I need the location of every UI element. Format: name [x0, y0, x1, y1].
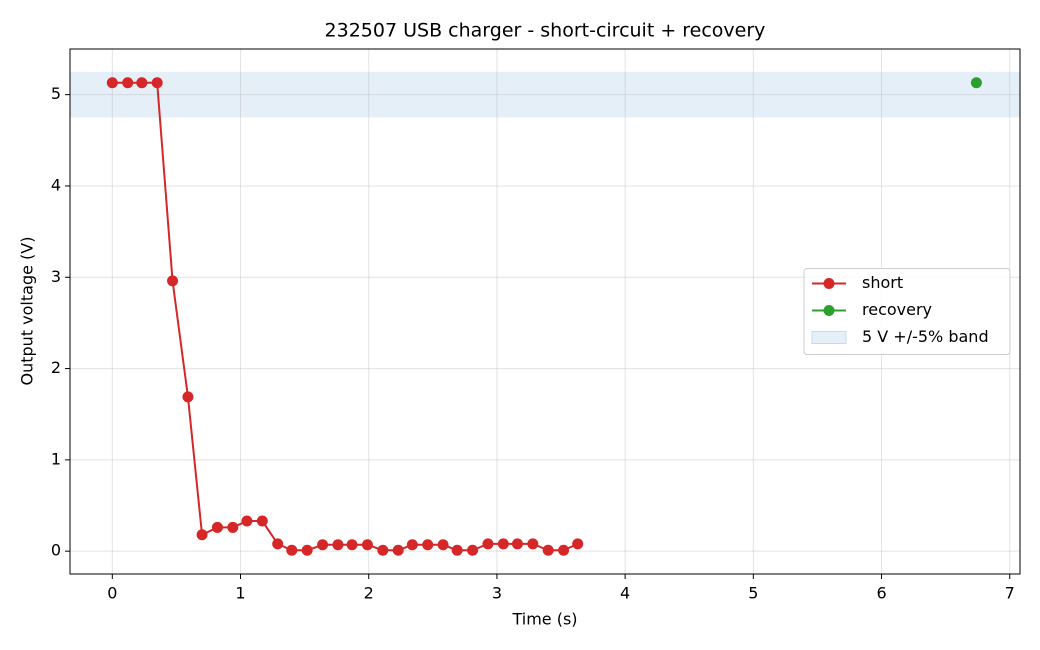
- data-point: [182, 391, 194, 403]
- legend-marker: [823, 278, 835, 289]
- data-point: [970, 77, 982, 89]
- data-point: [497, 538, 509, 550]
- data-point: [301, 544, 313, 556]
- data-point: [211, 521, 223, 533]
- data-point: [286, 544, 298, 556]
- y-tick-label: 4: [51, 175, 61, 194]
- data-point: [122, 77, 134, 89]
- data-point: [451, 544, 463, 556]
- legend-box: [803, 268, 1011, 355]
- data-point: [572, 538, 584, 550]
- legend-label: 5 V +/-5% band: [862, 327, 989, 346]
- data-point: [542, 544, 554, 556]
- data-point: [558, 544, 570, 556]
- plot-frame: [69, 48, 1021, 575]
- data-point: [227, 521, 239, 533]
- data-point: [422, 539, 434, 551]
- data-point: [136, 77, 148, 89]
- data-point: [511, 538, 523, 550]
- series-line: [112, 81, 579, 552]
- y-tick-label: 5: [51, 84, 61, 103]
- legend-swatch: [811, 331, 847, 344]
- x-tick-label: 3: [492, 584, 502, 603]
- data-point: [317, 539, 329, 551]
- data-point: [196, 529, 208, 541]
- x-axis-label: Time (s): [511, 610, 577, 629]
- data-point: [467, 544, 479, 556]
- y-axis-label: Output voltage (V): [18, 237, 37, 386]
- y-tick-label: 2: [51, 358, 61, 377]
- data-point: [527, 538, 539, 550]
- x-tick-label: 2: [364, 584, 374, 603]
- data-point: [241, 515, 253, 527]
- x-tick-label: 0: [107, 584, 117, 603]
- data-point: [332, 539, 344, 551]
- data-point: [256, 515, 268, 527]
- data-point: [406, 539, 418, 551]
- data-point: [167, 275, 179, 287]
- data-point: [106, 77, 118, 89]
- data-point: [392, 544, 404, 556]
- x-tick-label: 4: [620, 584, 630, 603]
- y-tick-label: 0: [51, 541, 61, 560]
- data-point: [377, 544, 389, 556]
- legend-marker: [823, 305, 835, 316]
- chart-title: 232507 USB charger - short-circuit + rec…: [325, 20, 766, 42]
- data-point: [346, 539, 358, 551]
- data-point: [361, 539, 373, 551]
- data-point: [151, 77, 163, 89]
- tolerance-band: [70, 71, 1020, 118]
- y-tick-label: 3: [51, 267, 61, 286]
- legend-label: short: [862, 273, 903, 292]
- data-point: [437, 539, 449, 551]
- legend-label: recovery: [862, 300, 932, 319]
- data-point: [272, 538, 284, 550]
- y-tick-label: 1: [51, 449, 61, 468]
- x-tick-label: 6: [876, 584, 886, 603]
- data-point: [482, 538, 494, 550]
- x-tick-label: 1: [235, 584, 245, 603]
- x-tick-label: 5: [748, 584, 758, 603]
- x-tick-label: 7: [1005, 584, 1015, 603]
